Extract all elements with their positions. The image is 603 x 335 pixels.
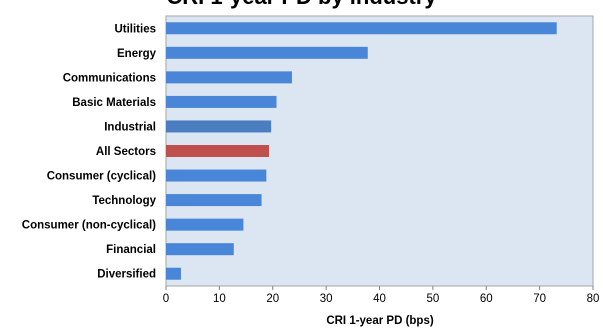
category-label: Basic Materials (72, 97, 156, 109)
x-tick-label: 10 (213, 293, 226, 305)
x-tick-label: 30 (320, 293, 333, 305)
x-tick-label: 40 (373, 293, 386, 305)
category-label: Communications (63, 72, 156, 84)
bar-consumer-non-cyclical (166, 218, 244, 231)
x-tick-label: 20 (266, 293, 279, 305)
bar-diversified (166, 267, 181, 280)
x-tick-label: 50 (426, 293, 439, 305)
bar-all-sectors (166, 145, 270, 157)
bar-technology (166, 194, 262, 207)
x-tick-label: 60 (480, 293, 493, 305)
category-label: Consumer (non-cyclical) (22, 220, 156, 232)
category-label: Consumer (cyclical) (47, 171, 156, 183)
bar-energy (166, 46, 368, 59)
category-label: Diversified (97, 269, 156, 281)
bar-basic-materials (166, 95, 277, 108)
bar-communications (166, 71, 292, 84)
category-label: All Sectors (96, 146, 156, 158)
x-tick-label: 70 (533, 293, 546, 305)
category-label: Energy (117, 48, 157, 60)
category-label: Financial (106, 244, 156, 256)
x-tick-label: 80 (587, 293, 600, 305)
category-label: Industrial (104, 121, 156, 133)
bar-financial (166, 243, 234, 256)
category-label: Technology (92, 195, 156, 207)
bar-industrial (166, 120, 272, 133)
chart-title: CRI 1-year PD by industry (0, 0, 603, 10)
x-axis-label: CRI 1-year PD (bps) (326, 315, 434, 327)
category-label: Utilities (114, 23, 156, 35)
bar-utilities (166, 22, 557, 35)
x-tick-label: 0 (163, 293, 169, 305)
bar-consumer-cyclical (166, 169, 267, 182)
